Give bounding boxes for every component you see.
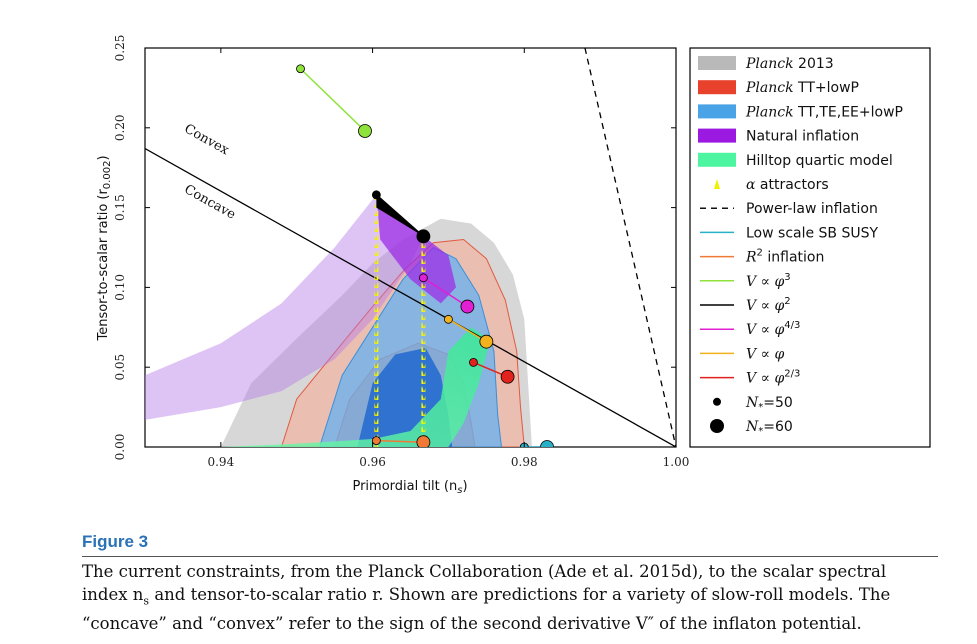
- legend-entry-15-label: N*=50: [745, 395, 793, 413]
- legend-entry-2-label: Planck TT+lowP: [745, 80, 859, 96]
- legend-entry-1-label: Planck 2013: [745, 56, 834, 72]
- legend-entry-16-label: N*=60: [745, 419, 793, 437]
- point-n60-v-2-3: [501, 370, 514, 383]
- point-n60-r-2-inflation: [417, 436, 430, 449]
- legend-entry-15-swatch: [713, 398, 721, 406]
- point-n60-v-4-3: [461, 300, 474, 313]
- point-n50-v-3: [297, 65, 305, 73]
- y-tick-label: 0.20: [113, 114, 127, 141]
- point-n50-r-2-inflation: [372, 437, 380, 445]
- caption-line-2: index ns and tensor-to-scalar ratio r. S…: [82, 583, 942, 612]
- legend-entry-3-label: Planck TT,TE,EE+lowP: [745, 104, 903, 120]
- legend-entry-4-swatch: [698, 129, 736, 143]
- legend-entry-10-label: V ∝ φ3: [746, 272, 791, 290]
- figure-caption: The current constraints, from the Planck…: [82, 560, 942, 635]
- caption-line-1: The current constraints, from the Planck…: [82, 560, 942, 583]
- legend-entry-2-swatch: [698, 80, 736, 94]
- point-n60-low-scale-sb-susy: [541, 441, 554, 454]
- legend-entry-7-label: Power-law inflation: [746, 201, 878, 217]
- legend-entry-5-swatch: [698, 153, 736, 167]
- legend-entry-5-label: Hilltop quartic model: [746, 153, 893, 169]
- alpha-attractor-column-2: [421, 236, 425, 447]
- point-n50-v-2-3: [469, 358, 477, 366]
- point-n50-v-: [444, 315, 452, 323]
- chart: 0.94 0.96 0.98 1.00 0.00 0.05 0.10 0.15 0.20 0.25…: [0, 0, 977, 530]
- y-tick-label: 0.10: [113, 274, 127, 301]
- legend-entry-13-label: V ∝ φ: [746, 346, 784, 362]
- y-tick-label: 0.25: [113, 35, 127, 62]
- legend-entry-4-label: Natural inflation: [746, 129, 859, 145]
- legend-entry-6-label: α attractors: [746, 177, 829, 193]
- x-tick-label: 0.94: [207, 455, 234, 469]
- y-tick-label: 0.00: [113, 434, 127, 461]
- x-tick-label: 0.96: [359, 455, 386, 469]
- legend-entry-11-label: V ∝ φ2: [746, 296, 791, 314]
- y-tick-label: 0.15: [113, 194, 127, 221]
- x-axis-label: Primordial tilt (ns): [352, 479, 467, 496]
- point-n60-v-: [480, 335, 493, 348]
- legend-entry-8-label: Low scale SB SUSY: [746, 225, 879, 241]
- point-n60-v-3: [358, 124, 371, 137]
- x-tick-label: 0.98: [511, 455, 538, 469]
- legend-entry-3-swatch: [698, 104, 736, 118]
- caption-line-3: “concave” and “convex” refer to the sign…: [82, 612, 942, 635]
- legend-entry-16-swatch: [710, 419, 724, 433]
- legend-entry-1-swatch: [698, 56, 736, 70]
- point-n50-v-4-3: [419, 274, 427, 282]
- alpha-attractor-column-1: [374, 195, 378, 447]
- y-tick-label: 0.05: [113, 354, 127, 381]
- x-tick-label: 1.00: [663, 455, 690, 469]
- caption-divider: [82, 556, 938, 557]
- y-axis-label: Tensor-to-scalar ratio (r0.002): [96, 155, 113, 341]
- figure-title: Figure 3: [82, 532, 148, 552]
